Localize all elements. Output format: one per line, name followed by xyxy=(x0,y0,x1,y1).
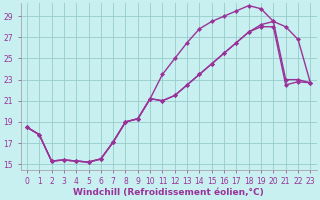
X-axis label: Windchill (Refroidissement éolien,°C): Windchill (Refroidissement éolien,°C) xyxy=(73,188,264,197)
